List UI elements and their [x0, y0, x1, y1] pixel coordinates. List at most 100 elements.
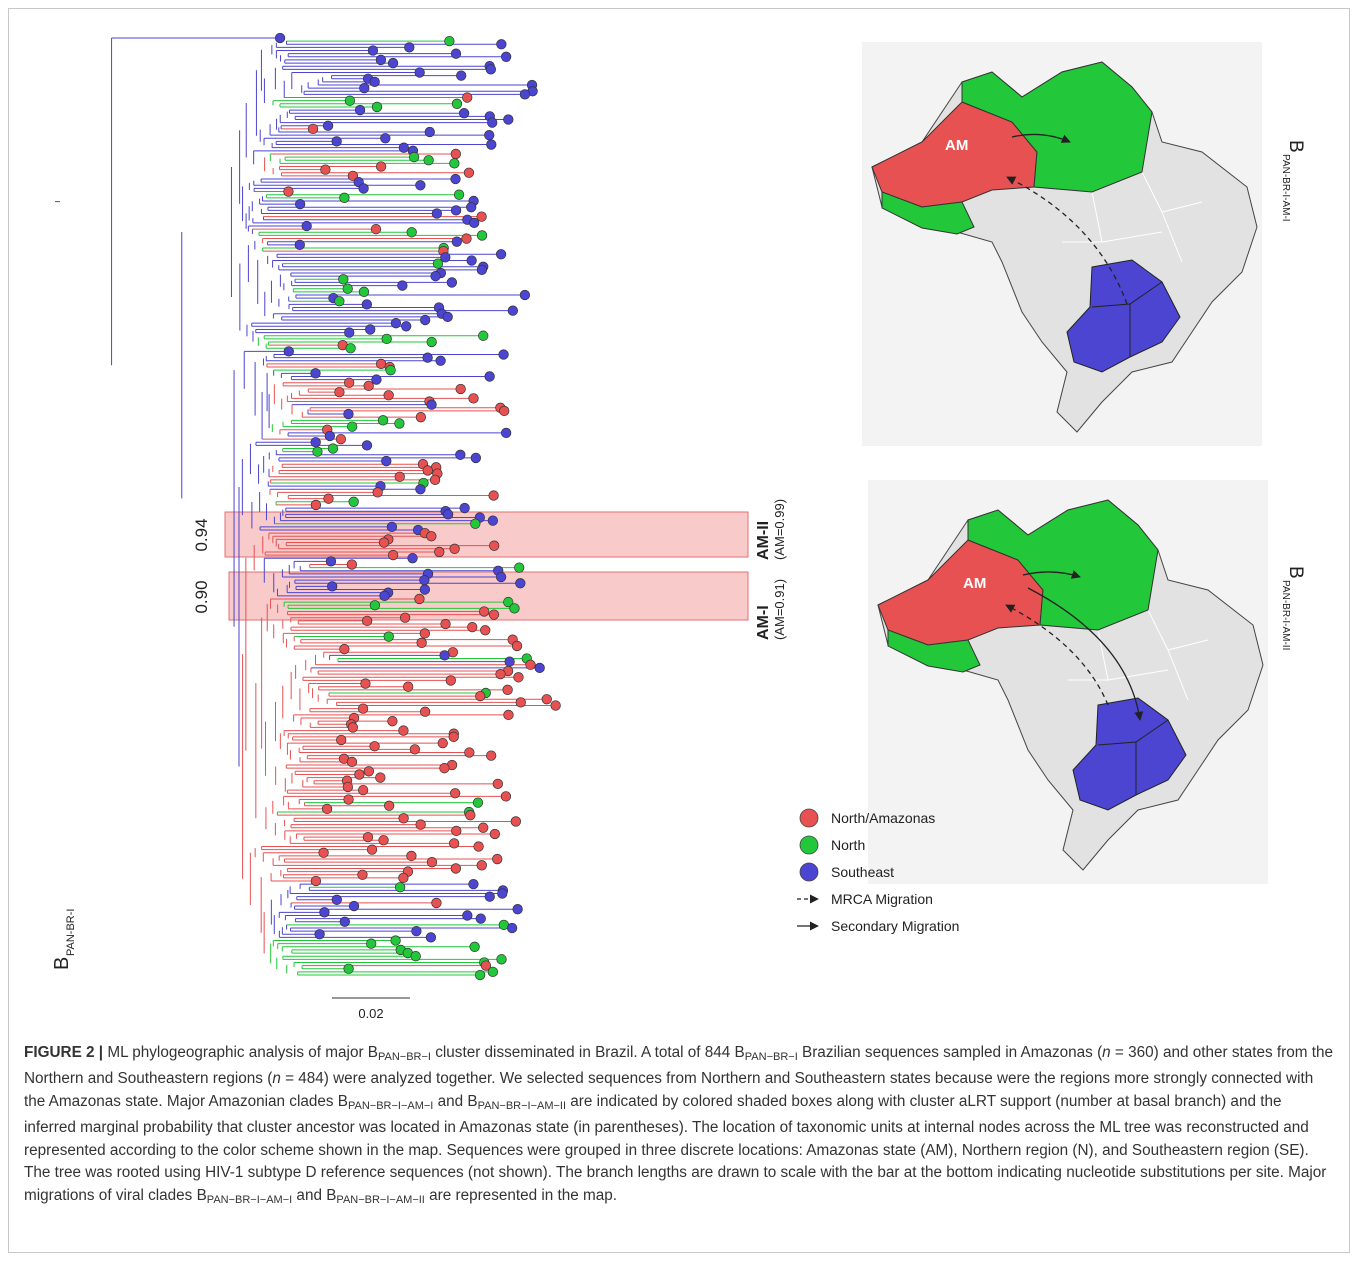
- clade-name: AM-II: [755, 521, 772, 560]
- tree-tip: [332, 137, 342, 147]
- tree-tip: [373, 488, 383, 498]
- legend-label: Secondary Migration: [831, 918, 959, 934]
- tree-tip: [344, 964, 354, 974]
- tree-tip: [488, 967, 498, 977]
- tree-tip: [452, 237, 462, 247]
- tree-tip: [451, 864, 461, 874]
- tree-tip: [388, 58, 398, 68]
- tree-tip: [475, 970, 485, 980]
- tree-tip: [493, 779, 503, 789]
- caption-run: are represented in the map.: [425, 1187, 617, 1204]
- tree-tip: [371, 224, 381, 234]
- tree-tip: [388, 716, 398, 726]
- tree-tip: [497, 889, 507, 899]
- tree-tip: [427, 337, 437, 347]
- root-label-sub: PAN-BR-I: [65, 909, 77, 956]
- tree-tip: [358, 785, 368, 795]
- tree-tip: [320, 908, 330, 918]
- tree-tip: [475, 691, 485, 701]
- tree-tip: [473, 798, 483, 808]
- tree-tip: [478, 823, 488, 833]
- caption-run: ML phylogeographic analysis of major B: [103, 1044, 378, 1061]
- tree-tip: [384, 632, 394, 642]
- tree-tip: [469, 879, 479, 889]
- tree-tip: [376, 162, 386, 172]
- legend-label: MRCA Migration: [831, 891, 933, 907]
- tree-tip: [381, 456, 391, 466]
- tree-tip: [496, 669, 506, 679]
- tree-tip: [499, 406, 509, 416]
- tree-tip: [311, 437, 321, 447]
- tree-tip: [512, 641, 522, 651]
- tree-tip: [469, 394, 479, 404]
- tree-tip: [432, 209, 442, 219]
- tree-tip: [324, 494, 334, 504]
- tree-tip: [384, 801, 394, 811]
- tree-tip: [474, 842, 484, 852]
- tree-tip: [432, 898, 442, 908]
- tree-tip: [407, 851, 417, 861]
- tree-tip: [441, 619, 451, 629]
- tree-tip: [487, 118, 497, 128]
- tree-tip: [469, 218, 479, 228]
- tree-tip: [336, 434, 346, 444]
- tree-tip: [326, 557, 336, 567]
- tree-tip: [477, 231, 487, 241]
- tree-tip: [412, 926, 422, 936]
- tree-tip: [516, 578, 526, 588]
- tree-tip: [359, 184, 369, 194]
- tree-tip: [322, 804, 332, 814]
- tree-tip: [485, 372, 495, 382]
- tree-tip: [485, 892, 495, 902]
- tree-tip: [386, 365, 396, 375]
- caption-run: PAN−BR−I−AM−II: [336, 1193, 424, 1205]
- tree-tip: [355, 770, 365, 780]
- map-title: B PAN-BR-I-AM-II: [1280, 566, 1306, 650]
- tree-tip: [486, 140, 496, 150]
- tree-tip: [488, 516, 498, 526]
- tree-tip: [411, 951, 421, 961]
- tree-tip: [466, 810, 476, 820]
- tree-tip: [349, 497, 359, 507]
- legend-swatch: [800, 809, 818, 827]
- tree-tip: [510, 604, 520, 614]
- tree-tip: [370, 600, 380, 610]
- tree-tip: [391, 936, 401, 946]
- tree-tip: [476, 914, 486, 924]
- tree-tip: [381, 133, 391, 143]
- clade-name: AM-I: [755, 605, 772, 640]
- tree-tip: [477, 265, 487, 275]
- tree-tip: [416, 180, 426, 190]
- tree-tip: [340, 193, 350, 203]
- tree-tip: [501, 428, 511, 438]
- tree-tip: [497, 955, 507, 965]
- tree-tip: [344, 795, 354, 805]
- tree-tip: [387, 522, 397, 532]
- tree-tip: [490, 829, 500, 839]
- tree-tip: [449, 839, 459, 849]
- tree-tip: [424, 155, 434, 165]
- tree-tip: [400, 613, 410, 623]
- tree-tip: [365, 325, 375, 335]
- tree-tip: [420, 315, 430, 325]
- tree-tip: [443, 510, 453, 520]
- tree-tip: [462, 93, 472, 103]
- tree-tip: [423, 353, 433, 363]
- map-title-sub: PAN-BR-I-AM-I: [1280, 154, 1291, 222]
- tree-tip: [395, 419, 405, 429]
- tree-tip: [480, 625, 490, 635]
- map: AM: [862, 42, 1262, 446]
- tree-tip: [284, 187, 294, 197]
- tree-tip: [408, 553, 418, 563]
- tree-tip: [451, 206, 461, 216]
- tree-tip: [497, 39, 507, 49]
- tree-tip: [355, 105, 365, 115]
- tree-tip: [499, 350, 509, 360]
- tree-tip: [463, 911, 473, 921]
- tree-tip: [427, 531, 437, 541]
- tree-tip: [295, 199, 305, 209]
- tree-tip: [459, 108, 469, 118]
- tree-tip: [420, 707, 430, 717]
- tree-tip: [501, 52, 511, 62]
- tree-tip: [520, 290, 530, 300]
